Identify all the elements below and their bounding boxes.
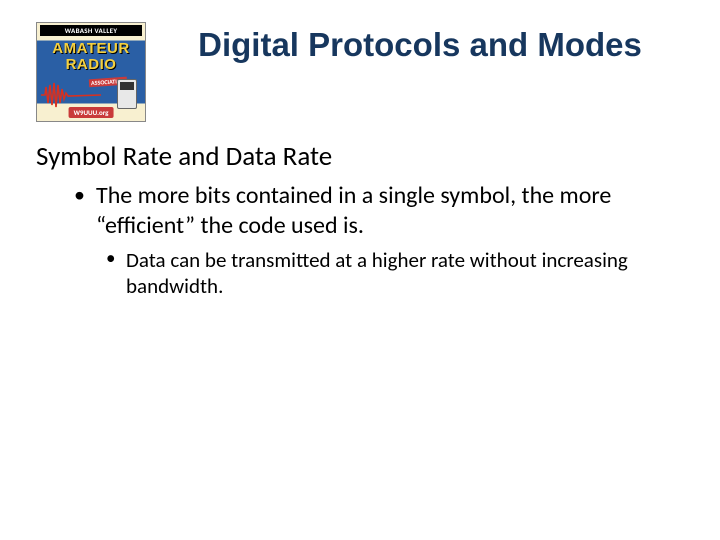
logo-url: W9UUU.org — [69, 107, 114, 118]
slide-title: Digital Protocols and Modes — [156, 22, 684, 64]
logo-line2: RADIO — [66, 56, 117, 73]
waveform-icon — [41, 81, 101, 109]
logo-main-text: AMATEUR RADIO — [37, 41, 145, 73]
slide-container: WABASH VALLEY AMATEUR RADIO ASSOCIATION … — [0, 0, 720, 540]
header-row: WABASH VALLEY AMATEUR RADIO ASSOCIATION … — [36, 22, 684, 122]
bullet-list-level1: The more bits contained in a single symb… — [70, 181, 684, 241]
list-item: Data can be transmitted at a higher rate… — [104, 247, 684, 300]
slide-subtitle: Symbol Rate and Data Rate — [36, 140, 684, 173]
radio-device-icon — [117, 79, 137, 109]
list-item: The more bits contained in a single symb… — [70, 181, 684, 241]
club-logo: WABASH VALLEY AMATEUR RADIO ASSOCIATION … — [36, 22, 146, 122]
logo-top-banner: WABASH VALLEY — [40, 25, 142, 36]
bullet-list-level2: Data can be transmitted at a higher rate… — [104, 247, 684, 300]
logo-line1: AMATEUR — [52, 40, 129, 57]
